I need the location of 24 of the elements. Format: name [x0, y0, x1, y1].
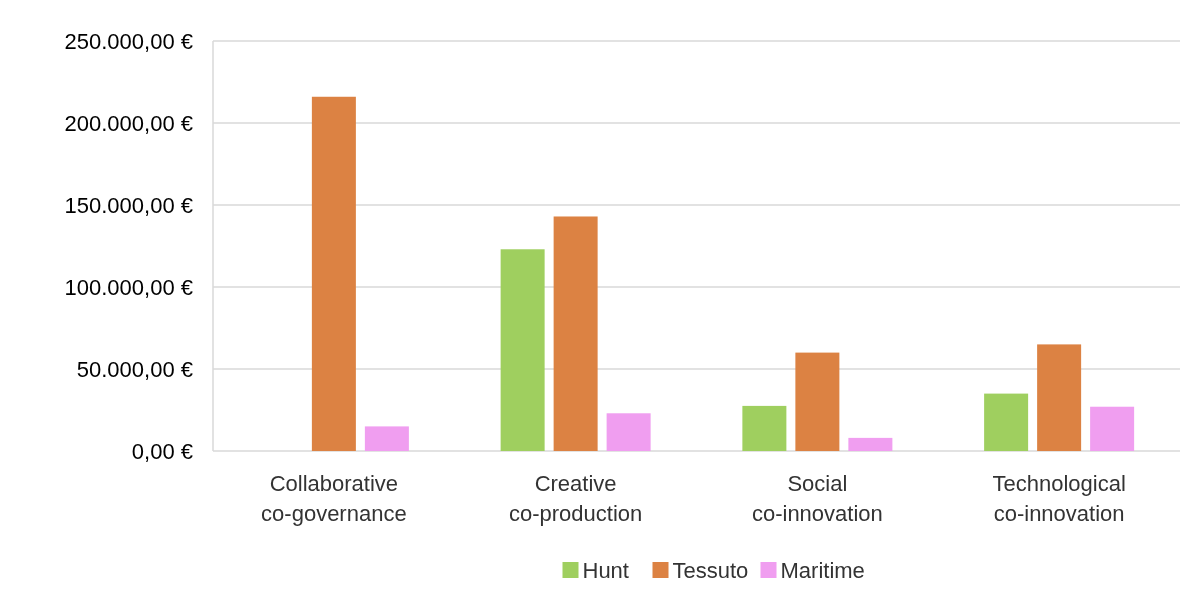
bar: [364, 426, 409, 451]
bar: [553, 216, 598, 451]
bar: [848, 437, 893, 451]
bar: [1090, 406, 1135, 451]
bar: [795, 352, 840, 451]
legend-label: Hunt: [582, 557, 629, 583]
y-tick-label: 0,00 €: [131, 438, 193, 464]
legend-label: Tessuto: [672, 557, 749, 583]
bar: [984, 393, 1029, 451]
x-tick-label: Social co-innovation: [751, 471, 883, 526]
y-tick-label: 100.000,00 €: [64, 274, 193, 300]
y-tick-label: 50.000,00 €: [76, 356, 193, 382]
y-tick-label: 200.000,00 €: [64, 110, 193, 136]
bar: [1037, 344, 1082, 451]
x-tick-label: Technological co-innovation: [992, 471, 1126, 526]
y-tick-label: 150.000,00 €: [64, 192, 193, 218]
bar: [742, 405, 787, 451]
legend-label: Maritime: [780, 557, 865, 583]
bar: [311, 96, 356, 451]
bar: [606, 413, 651, 451]
x-tick-label: Creative co-production: [508, 471, 643, 526]
x-tick-label: Collaborative co-governance: [261, 471, 407, 526]
y-tick-label: 250.000,00 €: [64, 28, 193, 54]
bar: [500, 249, 545, 451]
